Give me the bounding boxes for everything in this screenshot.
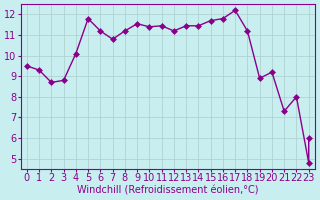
X-axis label: Windchill (Refroidissement éolien,°C): Windchill (Refroidissement éolien,°C) — [77, 186, 259, 196]
